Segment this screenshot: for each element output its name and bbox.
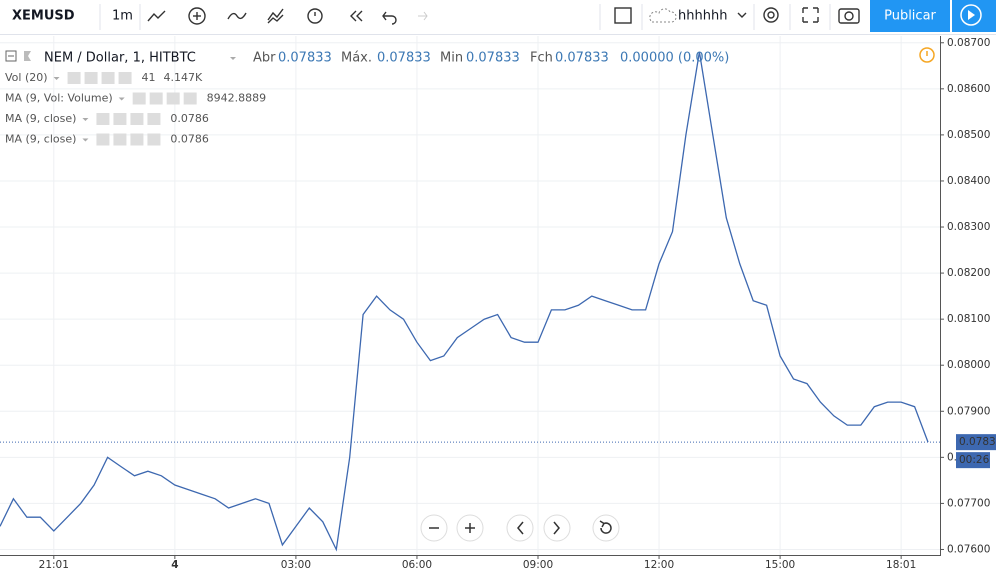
indicator-caret: [53, 77, 60, 80]
indicator-button[interactable]: [166, 92, 180, 105]
y-tick-label: 0.08000: [947, 359, 990, 371]
indicator-name: MA (9, close): [5, 133, 76, 146]
toolbar: [0, 0, 996, 34]
last-price-label: 0.07833: [959, 436, 996, 448]
x-tick-label: 12:00: [644, 559, 674, 571]
y-tick-label: 0.08600: [947, 83, 990, 95]
legend-caret: [230, 57, 236, 60]
indicator-name: Vol (20): [5, 71, 48, 84]
indicator-button[interactable]: [96, 133, 110, 146]
indicator-button[interactable]: [147, 133, 161, 146]
indicator-name: MA (9, Vol: Volume): [5, 92, 113, 105]
publish-label: Publicar: [884, 9, 936, 24]
x-tick-label: 15:00: [765, 559, 795, 571]
countdown-box: [956, 452, 990, 469]
indicator-value: 0.0786: [170, 133, 209, 146]
indicator-button[interactable]: [147, 113, 161, 125]
y-tick-label: 0.08100: [947, 313, 990, 325]
y-tick-label: 0.07700: [947, 497, 990, 509]
close-label: Fch: [530, 51, 553, 66]
indicator-button[interactable]: [67, 72, 81, 84]
y-tick-label: 0.08700: [947, 37, 990, 49]
price-line: [0, 51, 929, 552]
y-tick-label: 0.08400: [947, 175, 990, 187]
x-tick-label: 21:01: [39, 559, 69, 571]
y-tick-label: 0.08300: [947, 221, 990, 233]
x-tick-label: 09:00: [523, 559, 553, 571]
play-triangle: [968, 10, 975, 20]
indicator-button[interactable]: [183, 92, 197, 105]
play-icon: [960, 4, 982, 26]
layout-name[interactable]: hhhhhh: [678, 9, 727, 24]
y-tick-label: 0.08500: [947, 129, 990, 141]
indicator-value: 0.0786: [170, 112, 209, 125]
indicator-button[interactable]: [101, 72, 115, 84]
legend-title: NEM / Dollar, 1, HITBTC: [44, 51, 196, 66]
high-label: Máx.: [341, 51, 372, 66]
change-value: 0.00000 (0.00%): [620, 51, 729, 66]
countdown-label: 00:26: [959, 454, 990, 466]
plot: [0, 51, 940, 552]
y-tick-label: 0.07900: [947, 405, 990, 417]
y-tick-label: 0.07600: [947, 543, 990, 555]
nav-buttons: [420, 514, 620, 542]
y-tick-label: 0.08200: [947, 267, 990, 279]
scroll-right[interactable]: [543, 514, 571, 542]
indicator-button[interactable]: [84, 72, 98, 84]
indicator-value: 4.147K: [164, 71, 203, 84]
interval[interactable]: 1m: [112, 9, 133, 24]
indicator-list: Vol (20) 41 4.147K MA (9, Vol: Volume) 8942.…: [5, 71, 266, 146]
indicator-button[interactable]: [96, 113, 110, 125]
indicator-caret: [118, 97, 125, 101]
publish-button[interactable]: [870, 0, 950, 32]
indicator-caret: [82, 118, 89, 121]
x-tick-label: 03:00: [281, 559, 311, 571]
flag-icon: [24, 51, 31, 61]
indicator-button[interactable]: [149, 92, 163, 105]
collapse-box[interactable]: [5, 50, 17, 62]
indicator-value: 41: [142, 71, 156, 84]
grid: [0, 36, 940, 555]
warning-icon[interactable]: [919, 47, 935, 63]
indicator-button[interactable]: [113, 113, 127, 125]
axes: 0.076000.077000.078000.079000.080000.081…: [39, 37, 996, 571]
open-label: Abr: [253, 51, 276, 66]
indicator-name: MA (9, close): [5, 112, 76, 125]
toolbar-icons: [99, 4, 860, 30]
indicator-button[interactable]: [130, 113, 144, 125]
open-value: 0.07833: [278, 51, 332, 66]
indicator-button[interactable]: [130, 133, 144, 146]
x-tick-label: 18:01: [886, 559, 916, 571]
indicator-value: 8942.8889: [207, 92, 267, 105]
scroll-left[interactable]: [506, 514, 534, 542]
reset[interactable]: [592, 514, 620, 542]
indicator-button[interactable]: [118, 72, 132, 84]
indicator-button[interactable]: [113, 133, 127, 146]
high-value: 0.07833: [377, 51, 431, 66]
low-value: 0.07833: [466, 51, 520, 66]
x-tick-label: 4: [171, 559, 178, 571]
close-value: 0.07833: [555, 51, 609, 66]
low-label: Min: [440, 51, 463, 66]
indicator-button[interactable]: [132, 92, 146, 105]
last-price-box: [956, 434, 996, 451]
symbol[interactable]: XEMUSD: [12, 9, 75, 24]
indicator-caret: [82, 138, 89, 142]
x-tick-label: 06:00: [402, 559, 432, 571]
